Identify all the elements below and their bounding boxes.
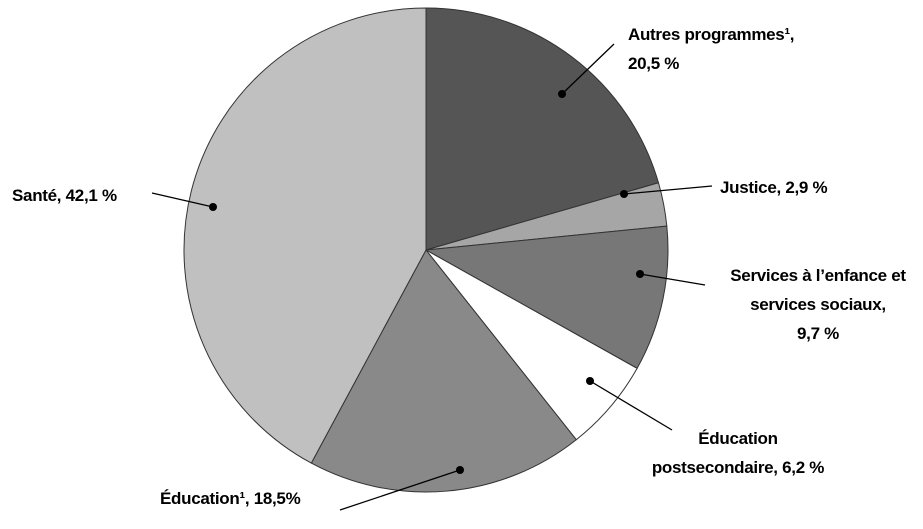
slice-label: Autres programmes¹, 20,5 % [628, 20, 795, 78]
slice-label: Éducation postsecondaire, 6,2 % [638, 424, 838, 482]
slice-category: Éducation postsecondaire, [651, 429, 778, 477]
slice-label: Justice, 2,9 % [720, 173, 828, 202]
slice-category: Services à l’enfance et services sociaux… [730, 266, 906, 314]
leader-dot [620, 190, 628, 198]
pie-slice [425, 7, 660, 251]
leader-line [151, 192, 214, 208]
slice-value-label: 18,5% [253, 489, 301, 508]
slice-value-label: 9,7 % [797, 324, 839, 343]
slice-label: Santé, 42,1 % [12, 181, 117, 210]
leader-dot [586, 377, 594, 385]
leader-line [339, 469, 461, 511]
leader-dot [636, 270, 644, 278]
leader-dot [456, 466, 464, 474]
leader-line [589, 380, 673, 431]
leader-dot [209, 203, 217, 211]
pie-slice [310, 249, 577, 493]
leader-dot [558, 90, 566, 98]
slice-category: Justice, [720, 178, 781, 197]
slice-category: Santé, [12, 186, 62, 205]
leader-line [639, 273, 706, 286]
slice-value-label: 42,1 % [65, 186, 117, 205]
slice-label: Éducation¹, 18,5% [160, 484, 301, 513]
pie-slice [183, 7, 427, 464]
slice-category: Éducation¹, [160, 489, 250, 508]
leader-line [623, 185, 713, 195]
slice-category: Autres programmes¹, [628, 25, 795, 44]
pie-slice [424, 225, 669, 370]
slice-value-label: 20,5 % [628, 54, 680, 73]
leader-line [561, 43, 615, 95]
slice-value-label: 2,9 % [785, 178, 828, 197]
slice-label: Services à l’enfance et services sociaux… [722, 261, 914, 348]
slice-value-label: 6,2 % [782, 458, 825, 477]
